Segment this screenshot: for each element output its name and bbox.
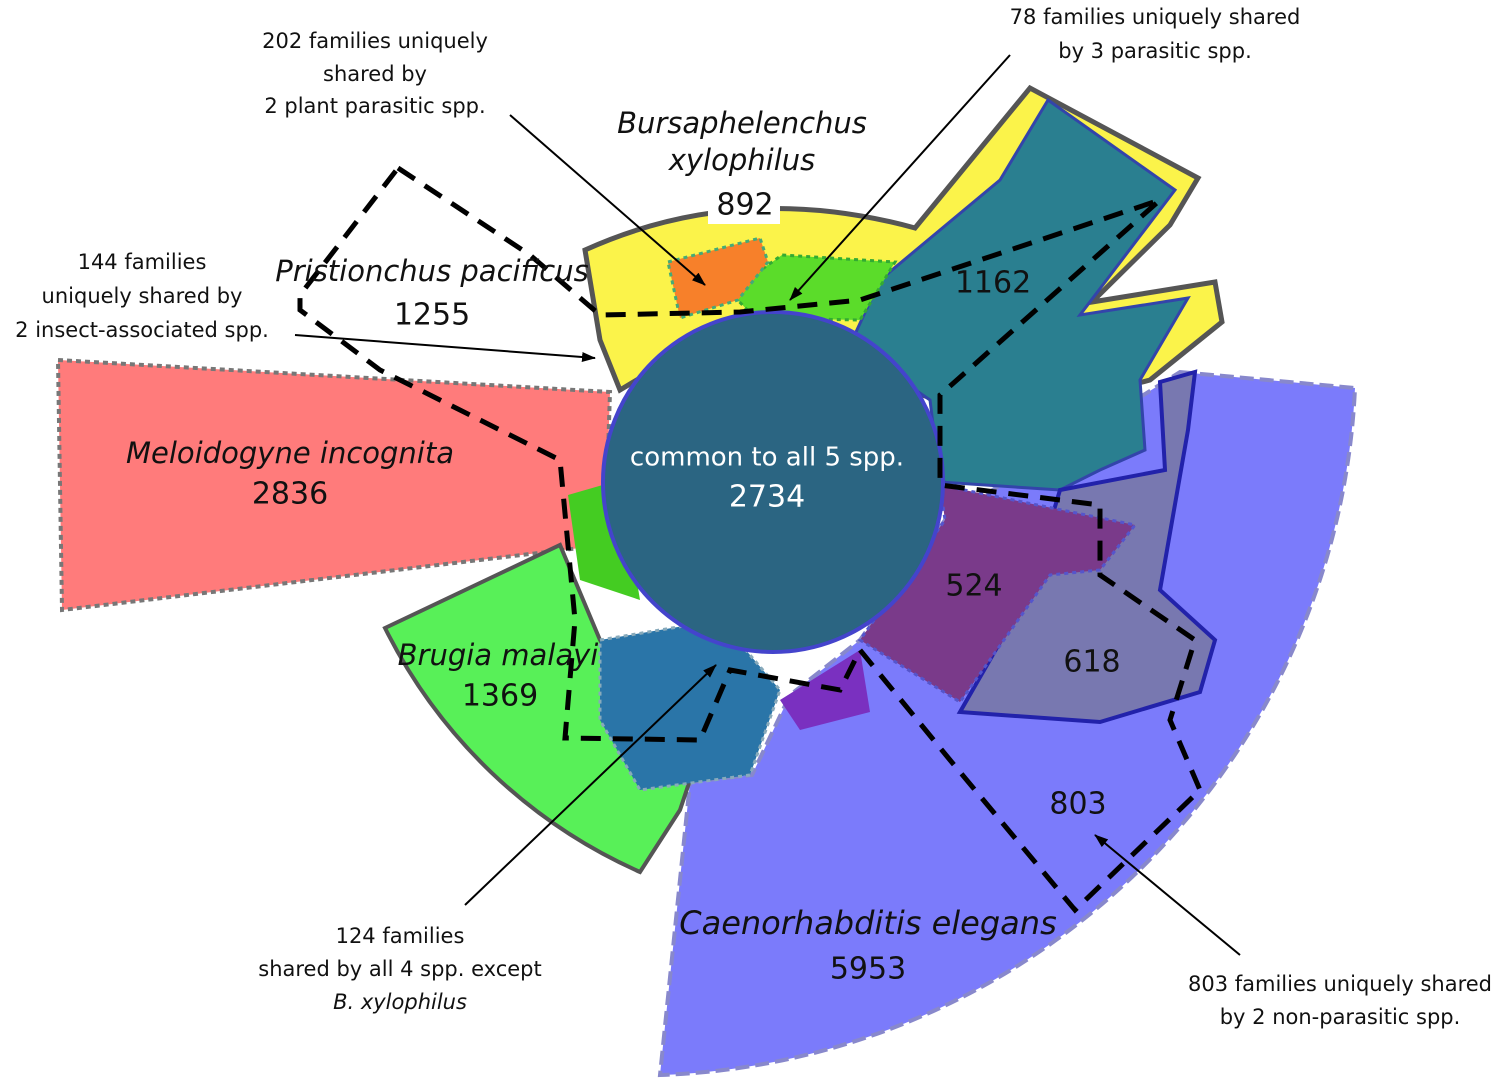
region-524 [857,483,1138,705]
annotation: 144 families [78,250,207,274]
region-count: 803 [1049,787,1106,822]
region-count: 1162 [955,266,1031,301]
species-name: Brugia malayi [398,638,599,672]
region-count: 618 [1063,645,1120,680]
annotation: 202 families uniquely [262,29,488,53]
species-count: 2836 [252,477,328,512]
annotations: 202 families uniquely shared by 2 plant … [15,5,1492,1029]
species-name: xylophilus [668,143,816,177]
center-count: 2734 [729,480,805,515]
annotation: shared by all 4 spp. except [258,957,542,981]
arrow [509,114,706,286]
region-202 [666,236,770,320]
arrow [1094,834,1241,956]
species-name: Caenorhabditis elegans [679,904,1056,942]
arrow [294,334,596,362]
center-label: common to all 5 spp. [630,443,904,473]
annotation: 2 plant parasitic spp. [264,94,485,118]
region-count: 524 [945,569,1002,604]
dashed-outline [297,164,1203,914]
arrow [464,664,717,906]
center-region [601,310,945,654]
species-name: Pristionchus pacificus [275,254,589,288]
annotation: by 3 parasitic spp. [1058,39,1252,63]
species-count: 5953 [830,952,906,987]
shapes [55,84,1358,1078]
annotation: by 2 non-parasitic spp. [1220,1005,1461,1029]
c-elegans-region [657,369,1358,1078]
species-name: Meloidogyne incognita [126,436,454,470]
arrow [789,54,1011,301]
annotation: 2 insect-associated spp. [15,318,269,342]
species-name: Bursaphelenchus [617,106,867,140]
species-count: 1369 [462,679,538,714]
annotation: B. xylophilus [333,990,467,1014]
annotation: uniquely shared by [42,284,243,308]
annotation: 78 families uniquely shared [1010,5,1301,29]
count-background [708,190,780,224]
annotation: 803 families uniquely shared [1188,972,1492,996]
species-count: 892 [716,188,773,223]
annotation: 124 families [336,924,465,948]
b-malayi-region [382,542,693,875]
annotation: shared by [323,62,427,86]
species-count: 1255 [394,298,470,333]
